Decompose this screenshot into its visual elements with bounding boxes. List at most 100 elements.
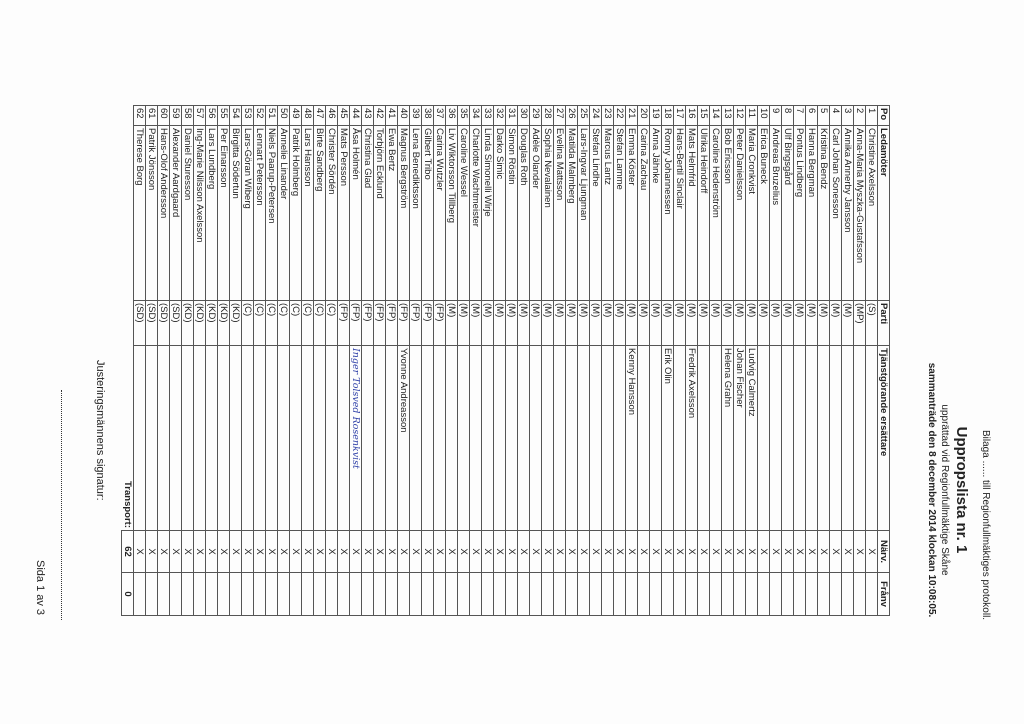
present-mark: X	[589, 530, 602, 573]
po: 30	[517, 105, 530, 126]
substitute	[805, 345, 818, 531]
member-row: 34 Charlotte Wachtmeister (M) X	[469, 105, 482, 616]
member-name: Annelie Linander	[277, 125, 290, 301]
substitute	[865, 345, 878, 531]
absent-mark	[349, 572, 362, 616]
party: (M)	[697, 300, 710, 346]
po: 26	[565, 105, 578, 126]
po: 53	[241, 105, 254, 126]
member-row: 54 Birgitta Södertun (KD) X	[229, 105, 242, 616]
po: 18	[661, 105, 674, 126]
substitute	[517, 345, 530, 531]
member-name: Caroline Wessel	[457, 125, 470, 301]
absent-mark	[169, 572, 182, 616]
header-row: Po Ledamöter Parti Tjänstgörande ersättare N…	[877, 105, 890, 616]
po: 44	[349, 105, 362, 126]
signature-label: Justeringsmännens signatur:	[94, 360, 106, 501]
present-mark: X	[637, 530, 650, 573]
po: 62	[133, 105, 146, 126]
party: (C)	[289, 300, 302, 346]
po: 42	[373, 105, 386, 126]
party: (M)	[769, 300, 782, 346]
member-name: Pontus Lindberg	[793, 125, 806, 301]
substitute: Kenny Hansson	[625, 345, 638, 531]
party: (C)	[301, 300, 314, 346]
member-name: Kristina Bendz	[817, 125, 830, 301]
po: 4	[829, 105, 842, 126]
present-mark: X	[205, 530, 218, 573]
absent-mark	[493, 572, 506, 616]
member-name: Birgitta Södertun	[229, 125, 242, 301]
column-header: Ledamöter	[877, 125, 890, 301]
absent-mark	[637, 572, 650, 616]
po: 27	[553, 105, 566, 126]
member-name: Ewa Bertz	[385, 125, 398, 301]
substitute	[373, 345, 386, 531]
absent-mark	[709, 572, 722, 616]
substitute	[289, 345, 302, 531]
po: 49	[289, 105, 302, 126]
absent-mark	[625, 572, 638, 616]
present-mark: X	[697, 530, 710, 573]
absent-mark	[745, 572, 758, 616]
present-mark: X	[565, 530, 578, 573]
absent-mark	[181, 572, 194, 616]
party: (M)	[577, 300, 590, 346]
present-mark: X	[445, 530, 458, 573]
party: (C)	[265, 300, 278, 346]
substitute	[277, 345, 290, 531]
party: (M)	[613, 300, 626, 346]
member-row: 20 Carina Zachau (M) X	[637, 105, 650, 616]
absent-mark	[205, 572, 218, 616]
absent-mark	[577, 572, 590, 616]
member-row: 29 Adèle Olander (M) X	[529, 105, 542, 616]
absent-mark	[241, 572, 254, 616]
po: 16	[685, 105, 698, 126]
po: 7	[793, 105, 806, 126]
party: (FP)	[337, 300, 350, 346]
member-name: Bob Ericsson	[721, 125, 734, 301]
roll-call-table: Po Ledamöter Parti Tjänstgörande ersättare N…	[121, 105, 890, 616]
member-row: 40 Magnus Bergström (FP) Yvonne Andreasson X	[397, 105, 410, 616]
member-name: Niels Paarup-Petersen	[265, 125, 278, 301]
substitute	[601, 345, 614, 531]
absent-mark	[217, 572, 230, 616]
member-name: Charlotte Wachtmeister	[469, 125, 482, 301]
title: Uppropslista nr. 1	[953, 426, 970, 554]
party: (FP)	[349, 300, 362, 346]
member-name: Birte Sandberg	[313, 125, 326, 301]
substitute	[253, 345, 266, 531]
present-mark: X	[337, 530, 350, 573]
substitute	[181, 345, 194, 531]
po: 37	[433, 105, 446, 126]
party: (M)	[541, 300, 554, 346]
member-name: Christine Axelsson	[865, 125, 878, 301]
member-name: Evelina Mattsson	[553, 125, 566, 301]
party: (M)	[745, 300, 758, 346]
party: (KD)	[229, 300, 242, 346]
substitute	[757, 345, 770, 531]
present-mark: X	[481, 530, 494, 573]
member-name: Lennart Petersson	[253, 125, 266, 301]
member-name: Emma Köster	[625, 125, 638, 301]
po: 8	[781, 105, 794, 126]
party: (M)	[733, 300, 746, 346]
party: (M)	[649, 300, 662, 346]
present-mark: X	[733, 530, 746, 573]
member-row: 5 Kristina Bendz (M) X	[817, 105, 830, 616]
substitute	[337, 345, 350, 531]
member-name: Hans-Olof Andersson	[157, 125, 170, 301]
absent-mark	[409, 572, 422, 616]
signature-line	[61, 390, 62, 620]
party: (SD)	[133, 300, 146, 346]
po: 47	[313, 105, 326, 126]
party: (M)	[529, 300, 542, 346]
substitute	[505, 345, 518, 531]
member-row: 62 Therese Borg (SD) X	[133, 105, 146, 616]
member-name: Marcus Lantz	[601, 125, 614, 301]
present-mark: X	[193, 530, 206, 573]
substitute	[709, 345, 722, 531]
present-mark: X	[613, 530, 626, 573]
absent-mark	[757, 572, 770, 616]
absent-mark	[133, 572, 146, 616]
